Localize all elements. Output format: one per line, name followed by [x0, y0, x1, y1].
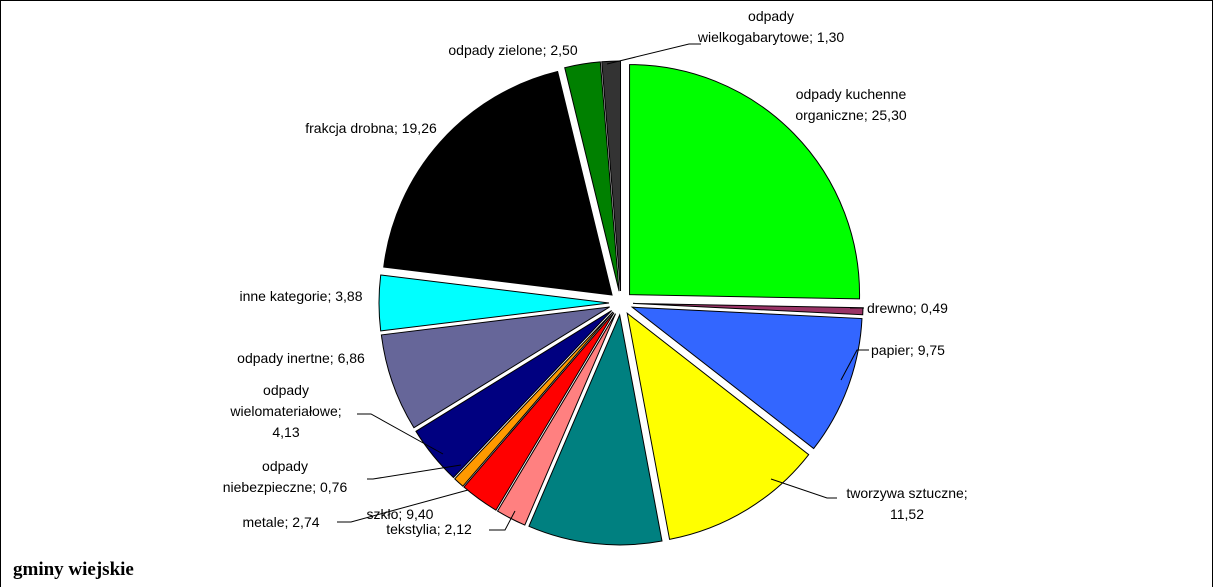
slice-label: inne kategorie; 3,88: [240, 288, 363, 304]
slice-label: odpady wielomateriałowe; 4,13: [229, 382, 341, 440]
pie-slice: [454, 311, 614, 487]
pie-slice: [564, 61, 620, 292]
slice-label: szkło; 9,40: [367, 506, 434, 522]
pie-slice: [415, 310, 613, 479]
slice-label: odpady inertne; 6,86: [237, 350, 365, 366]
slice-label: papier; 9,75: [871, 342, 945, 358]
pie-slice: [630, 306, 863, 450]
slice-label: tekstylia; 2,12: [386, 521, 472, 537]
pie-slice: [380, 306, 610, 429]
pie-slice: [378, 274, 610, 332]
leader-line: [367, 464, 462, 480]
leader-line: [357, 413, 444, 455]
leader-line: [840, 349, 869, 381]
slice-label: tworzywa sztuczne; 11,52: [846, 485, 967, 522]
pie-slice: [463, 312, 615, 511]
slice-label: odpady wielkogabarytowe; 1,30: [697, 8, 845, 45]
chart-caption: gminy wiejskie: [13, 559, 134, 580]
leader-line: [337, 489, 469, 523]
slice-label: drewno; 0,49: [867, 300, 948, 316]
slice-label: frakcja drobna; 19,26: [305, 120, 437, 136]
leader-line: [489, 510, 516, 531]
leader-line: [606, 43, 701, 65]
pie-slice: [528, 313, 663, 546]
slice-label: odpady niebezpieczne; 0,76: [223, 458, 348, 495]
slice-label: odpady kuchenne organiczne; 25,30: [795, 86, 907, 123]
slice-label: metale; 2,74: [242, 514, 319, 530]
leader-line: [770, 478, 837, 499]
pie-slice: [629, 64, 861, 300]
pie-slice: [383, 70, 613, 296]
pie-chart: odpady kuchenne organiczne; 25,30 drewno; …: [223, 8, 968, 546]
pie-slice: [626, 312, 810, 540]
slice-label: odpady zielone; 2,50: [448, 42, 577, 58]
